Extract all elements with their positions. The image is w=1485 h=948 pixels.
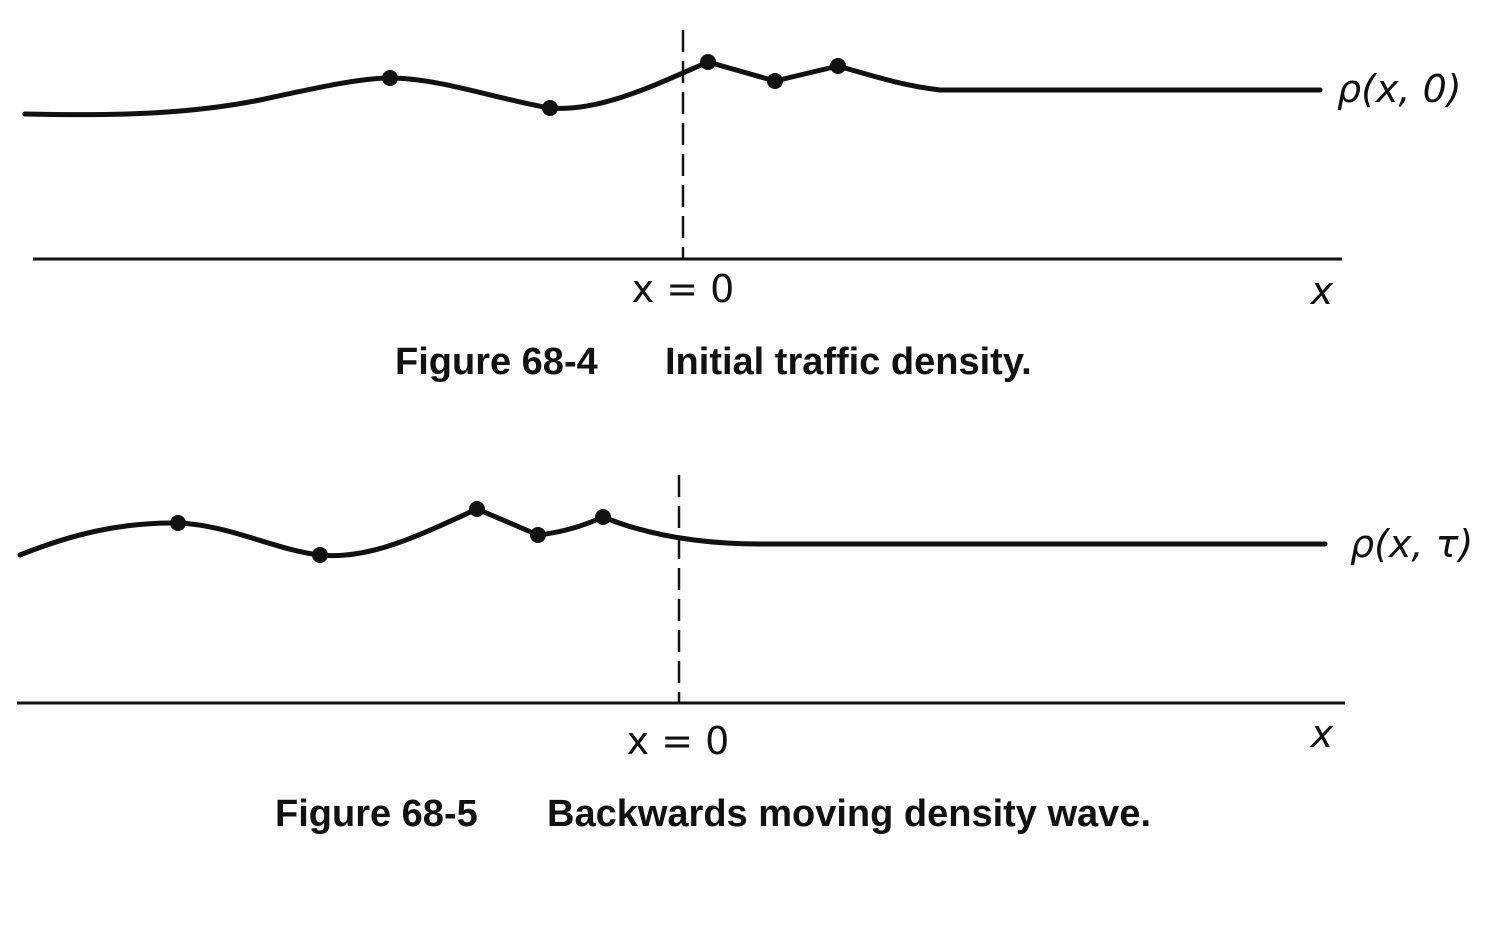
x-axis-label: x (1310, 269, 1334, 313)
initial-density-curve (22, 59, 1323, 118)
curve-point (767, 73, 783, 89)
caption-number: Figure 68-5 (275, 793, 478, 835)
curve-point (595, 509, 611, 525)
curve-point (530, 527, 546, 543)
caption-text: Initial traffic density. (665, 341, 1032, 383)
origin-label: x = 0 (627, 719, 730, 763)
curve-label-rho-x-tau: ρ(x, τ) (1350, 522, 1473, 566)
caption-number: Figure 68-4 (395, 341, 598, 383)
figure-68-4: ρ(x, 0) x = 0 x Figure 68-4 Initial traf… (22, 30, 1462, 383)
curve-point (542, 100, 558, 116)
origin-label: x = 0 (632, 267, 735, 311)
x-axis-label: x (1310, 712, 1334, 756)
curve-point (382, 70, 398, 86)
curve-point (170, 515, 186, 531)
curve-label-rho-x-0: ρ(x, 0) (1337, 67, 1462, 111)
moving-density-curve (17, 506, 1328, 559)
caption-text: Backwards moving density wave. (547, 793, 1151, 835)
curve-point (830, 58, 846, 74)
figure-68-5: ρ(x, τ) x = 0 x Figure 68-5 Backwards mo… (17, 475, 1473, 835)
curve-point (312, 547, 328, 563)
curve-point (469, 501, 485, 517)
curve-point (700, 54, 716, 70)
